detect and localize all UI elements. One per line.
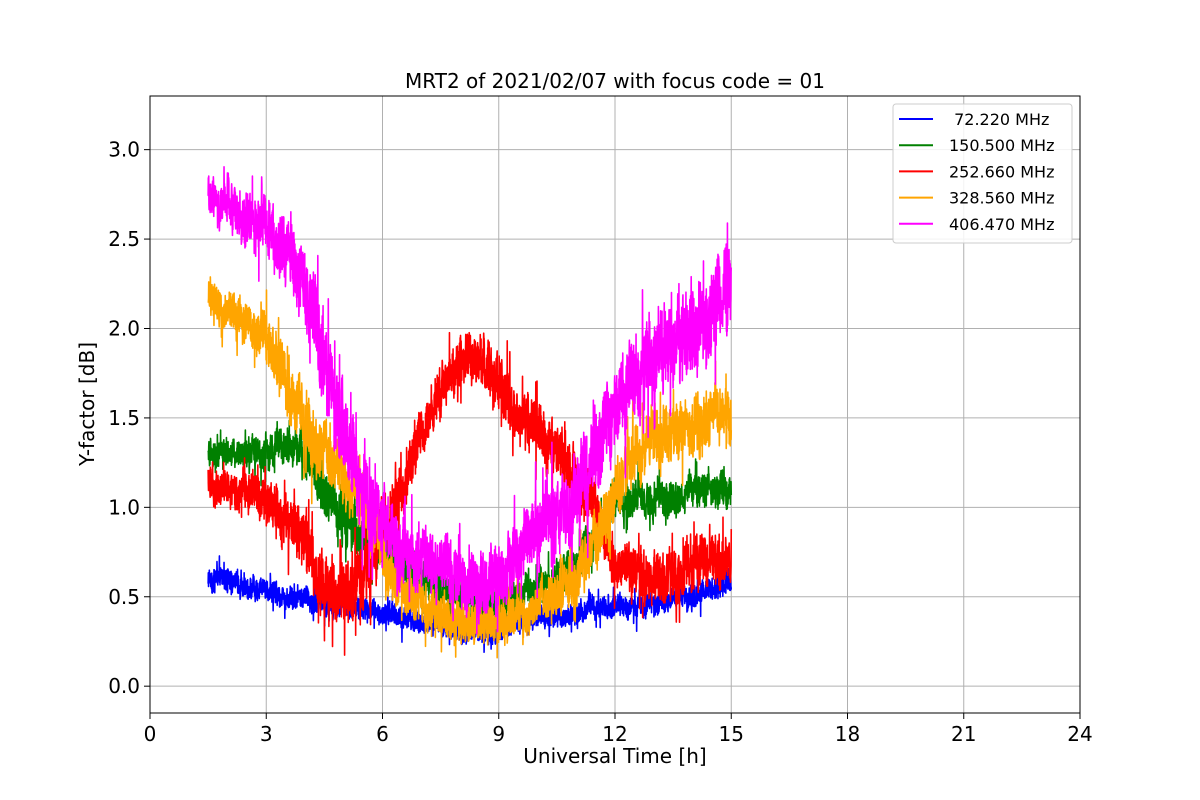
x-tick-label: 6 <box>376 722 389 746</box>
y-tick-label: 0.5 <box>108 585 140 609</box>
y-tick-label: 2.5 <box>108 227 140 251</box>
series-line <box>207 331 733 656</box>
y-tick-label: 1.5 <box>108 406 140 430</box>
legend-label: 406.470 MHz <box>949 215 1054 234</box>
axis-ticks: 0 3 6 9 12 15 18 21 24 0.0 0.5 1.0 1.5 2.0 2.5 3.0 <box>108 138 1093 746</box>
series-line <box>207 165 733 635</box>
y-tick-label: 3.0 <box>108 138 140 162</box>
y-tick-label: 0.0 <box>108 674 140 698</box>
x-axis-label: Universal Time [h] <box>523 744 706 768</box>
x-tick-label: 21 <box>951 722 976 746</box>
x-tick-label: 12 <box>602 722 627 746</box>
legend-box <box>892 103 1073 244</box>
y-tick-label: 1.0 <box>108 495 140 519</box>
x-tick-label: 3 <box>260 722 273 746</box>
legend-label: 72.220 MHz <box>949 110 1049 129</box>
x-tick-label: 9 <box>492 722 505 746</box>
series-line <box>207 276 733 659</box>
y-tick-label: 2.0 <box>108 316 140 340</box>
legend-label: 150.500 MHz <box>949 136 1054 155</box>
chart-title: MRT2 of 2021/02/07 with focus code = 01 <box>405 69 825 93</box>
legend-label: 252.660 MHz <box>949 162 1054 181</box>
x-tick-label: 18 <box>835 722 860 746</box>
y-axis-label: Y-factor [dB] <box>75 342 99 467</box>
plot-area <box>207 165 733 659</box>
x-tick-label: 15 <box>719 722 744 746</box>
x-tick-label: 0 <box>144 722 157 746</box>
legend: 72.220 MHz 150.500 MHz 252.660 MHz 328.560 … <box>892 103 1073 244</box>
legend-label: 328.560 MHz <box>949 189 1054 208</box>
x-tick-label: 24 <box>1067 722 1092 746</box>
